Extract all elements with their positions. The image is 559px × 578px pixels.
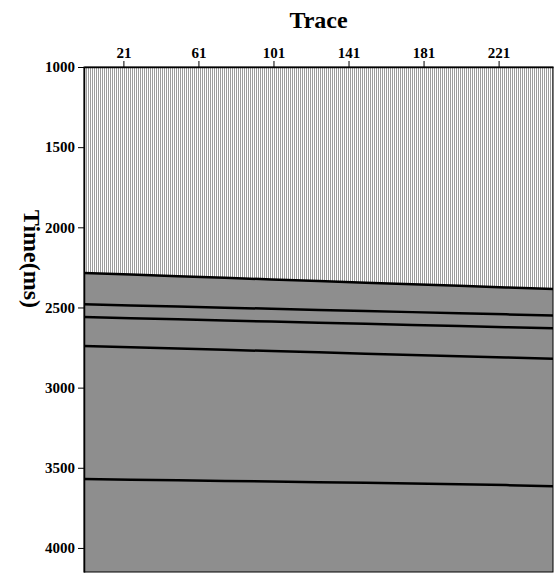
x-axis-line (85, 67, 554, 69)
y-tick: 1000 (45, 59, 84, 75)
title: Trace (289, 7, 348, 33)
y-tick-mark (78, 388, 84, 389)
y-tick-label: 3000 (45, 380, 75, 396)
reflector (84, 317, 553, 328)
x-tick-mark (424, 61, 425, 67)
noise-area (84, 273, 553, 572)
y-axis-title: Time(ms) (19, 210, 45, 308)
x-tick-label: 221 (488, 45, 511, 61)
x-tick-label: 61 (191, 45, 206, 61)
x-tick: 181 (413, 45, 436, 67)
x-tick-mark (349, 61, 350, 67)
x-tick: 141 (338, 45, 361, 67)
y-tick-label: 1500 (45, 139, 75, 155)
x-tick: 21 (116, 45, 131, 67)
y-tick: 4000 (45, 540, 84, 556)
y-tick-mark (78, 468, 84, 469)
reflector (84, 346, 553, 359)
x-tick-label: 21 (116, 45, 131, 61)
y-axis-line (84, 68, 86, 573)
y-tick-mark (78, 67, 84, 68)
y-tick-mark (78, 548, 84, 549)
y-tick: 2500 (45, 300, 84, 316)
reflector (84, 304, 553, 315)
y-tick: 1500 (45, 139, 84, 155)
chart: 21 61 101 141 181 221 1000 1500 2000 2500 3000 3500… (0, 0, 559, 578)
y-tick: 3000 (45, 380, 84, 396)
x-axis: 21 61 101 141 181 221 (85, 45, 554, 68)
x-tick-label: 101 (263, 45, 286, 61)
y-tick-label: 2000 (45, 220, 75, 236)
plot: 21 61 101 141 181 221 1000 1500 2000 2500 3000 3500… (45, 45, 554, 573)
y-tick-mark (78, 307, 84, 308)
y-tick-label: 1000 (45, 59, 75, 75)
x-tick-mark (123, 61, 124, 67)
y-tick-mark (78, 147, 84, 148)
marks (84, 273, 553, 572)
x-tick-mark (499, 61, 500, 67)
y-axis: 1000 1500 2000 2500 3000 3500 4000 (45, 59, 85, 572)
y-tick-mark (78, 227, 84, 228)
y-tick: 3500 (45, 460, 84, 476)
reflector (84, 479, 553, 486)
x-tick-label: 141 (338, 45, 361, 61)
y-tick-label: 3500 (45, 460, 75, 476)
reflector (84, 273, 553, 289)
x-tick: 61 (191, 45, 206, 67)
x-tick: 101 (263, 45, 286, 67)
plot-frame (84, 67, 553, 572)
y-tick: 2000 (45, 220, 84, 236)
trace-background (84, 67, 553, 572)
x-tick-mark (273, 61, 274, 67)
x-tick: 221 (488, 45, 511, 67)
y-tick-label: 4000 (45, 540, 75, 556)
x-tick-mark (198, 61, 199, 67)
x-tick-label: 181 (413, 45, 436, 61)
y-tick-label: 2500 (45, 300, 75, 316)
